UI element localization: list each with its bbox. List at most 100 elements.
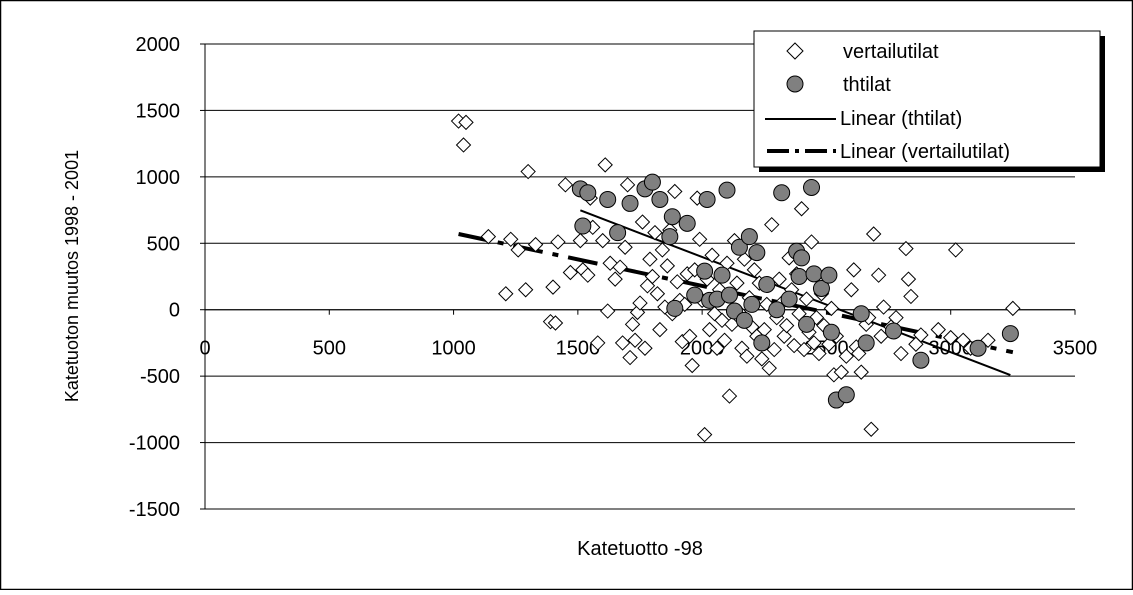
point-vertailutilat — [520, 163, 536, 180]
legend-label-linear-thtilat: Linear (thtilat) — [840, 108, 962, 130]
point-thtilat — [790, 268, 808, 285]
point-vertailutilat — [614, 335, 631, 351]
point-thtilat — [820, 266, 838, 284]
point-vertailutilat — [821, 336, 837, 352]
point-thtilat — [803, 178, 821, 196]
x-axis-title: Katetuotto -98 — [577, 538, 703, 560]
point-vertailutilat — [510, 242, 526, 258]
point-vertailutilat — [746, 262, 763, 278]
point-thtilat — [837, 386, 855, 404]
y-tick-label: -500 — [140, 366, 180, 388]
point-thtilat — [609, 224, 627, 242]
point-vertailutilat — [547, 315, 564, 331]
point-thtilat — [663, 208, 681, 226]
x-tick-label: 2000 — [680, 338, 725, 360]
point-vertailutilat — [843, 282, 859, 298]
legend-item-vertailutilat: vertailutilat — [786, 41, 939, 63]
point-vertailutilat — [458, 114, 474, 131]
y-tick-label: -1000 — [129, 433, 180, 455]
point-thtilat — [696, 262, 714, 280]
point-vertailutilat — [632, 295, 648, 311]
legend-label-vertailutilat: vertailutilat — [843, 41, 939, 63]
point-thtilat — [969, 339, 987, 357]
y-axis-title: Katetuoton muutos 1998 - 2001 — [62, 150, 82, 402]
point-thtilat — [773, 184, 791, 202]
point-vertailutilat — [647, 224, 663, 241]
point-vertailutilat — [590, 335, 606, 351]
point-vertailutilat — [803, 234, 820, 250]
point-vertailutilat — [930, 321, 946, 338]
y-tick-label: 0 — [169, 300, 180, 322]
point-vertailutilat — [764, 216, 780, 233]
point-vertailutilat — [955, 332, 971, 348]
diamond-marker-icon — [786, 42, 804, 60]
point-vertailutilat — [776, 328, 792, 344]
point-thtilat — [780, 290, 798, 308]
point-vertailutilat — [716, 332, 733, 348]
legend-label-thtilat: thtilat — [843, 74, 891, 96]
point-thtilat — [743, 295, 761, 313]
point-thtilat — [805, 265, 823, 283]
point-thtilat — [678, 214, 696, 232]
point-vertailutilat — [682, 328, 698, 344]
point-vertailutilat — [793, 201, 810, 217]
point-vertailutilat — [736, 251, 753, 267]
point-vertailutilat — [865, 226, 882, 242]
data-points — [450, 113, 1021, 443]
point-vertailutilat — [798, 291, 815, 307]
point-vertailutilat — [572, 232, 589, 249]
point-vertailutilat — [771, 271, 787, 287]
point-vertailutilat — [619, 177, 636, 193]
point-vertailutilat — [642, 251, 658, 267]
point-vertailutilat — [597, 157, 613, 173]
point-vertailutilat — [644, 268, 661, 285]
point-vertailutilat — [634, 214, 651, 230]
y-tick-label: 1000 — [136, 167, 181, 189]
point-vertailutilat — [624, 316, 641, 333]
point-thtilat — [768, 301, 786, 319]
point-vertailutilat — [562, 264, 579, 281]
point-vertailutilat — [612, 259, 628, 275]
circle-marker-icon — [786, 75, 804, 93]
point-vertailutilat — [622, 349, 638, 366]
point-thtilat — [793, 249, 811, 267]
point-vertailutilat — [761, 360, 777, 376]
y-tick-label: 2000 — [136, 34, 181, 56]
point-vertailutilat — [846, 262, 862, 278]
point-vertailutilat — [659, 258, 676, 274]
point-vertailutilat — [875, 299, 892, 315]
point-thtilat — [822, 323, 840, 341]
point-vertailutilat — [870, 267, 887, 283]
point-vertailutilat — [696, 426, 713, 443]
y-tick-label: 500 — [147, 233, 180, 255]
point-vertailutilat — [766, 341, 782, 358]
point-vertailutilat — [503, 231, 519, 248]
point-thtilat — [718, 181, 736, 199]
x-tick-label: 500 — [313, 338, 346, 360]
point-vertailutilat — [729, 275, 745, 291]
point-vertailutilat — [545, 279, 561, 295]
point-thtilat — [912, 351, 930, 369]
legend-item-linear-vertailutilat: Linear (vertailutilat) — [767, 141, 1010, 163]
point-vertailutilat — [796, 341, 812, 358]
point-vertailutilat — [627, 332, 643, 348]
point-vertailutilat — [669, 274, 685, 290]
point-thtilat — [748, 244, 766, 262]
point-vertailutilat — [893, 345, 909, 362]
point-vertailutilat — [498, 286, 514, 302]
legend-item-thtilat: thtilat — [786, 74, 891, 96]
point-thtilat — [730, 238, 748, 256]
point-thtilat — [740, 228, 758, 246]
point-vertailutilat — [898, 240, 914, 257]
point-vertailutilat — [455, 137, 472, 153]
point-vertailutilat — [739, 348, 755, 364]
y-tick-label: 1500 — [136, 100, 181, 122]
point-vertailutilat — [637, 340, 653, 356]
point-vertailutilat — [709, 340, 725, 356]
point-vertailutilat — [704, 247, 720, 263]
x-tick-label: 3500 — [1053, 338, 1098, 360]
legend-label-linear-vertailutilat: Linear (vertailutilat) — [840, 141, 1010, 163]
point-vertailutilat — [517, 282, 534, 298]
point-vertailutilat — [754, 351, 770, 367]
